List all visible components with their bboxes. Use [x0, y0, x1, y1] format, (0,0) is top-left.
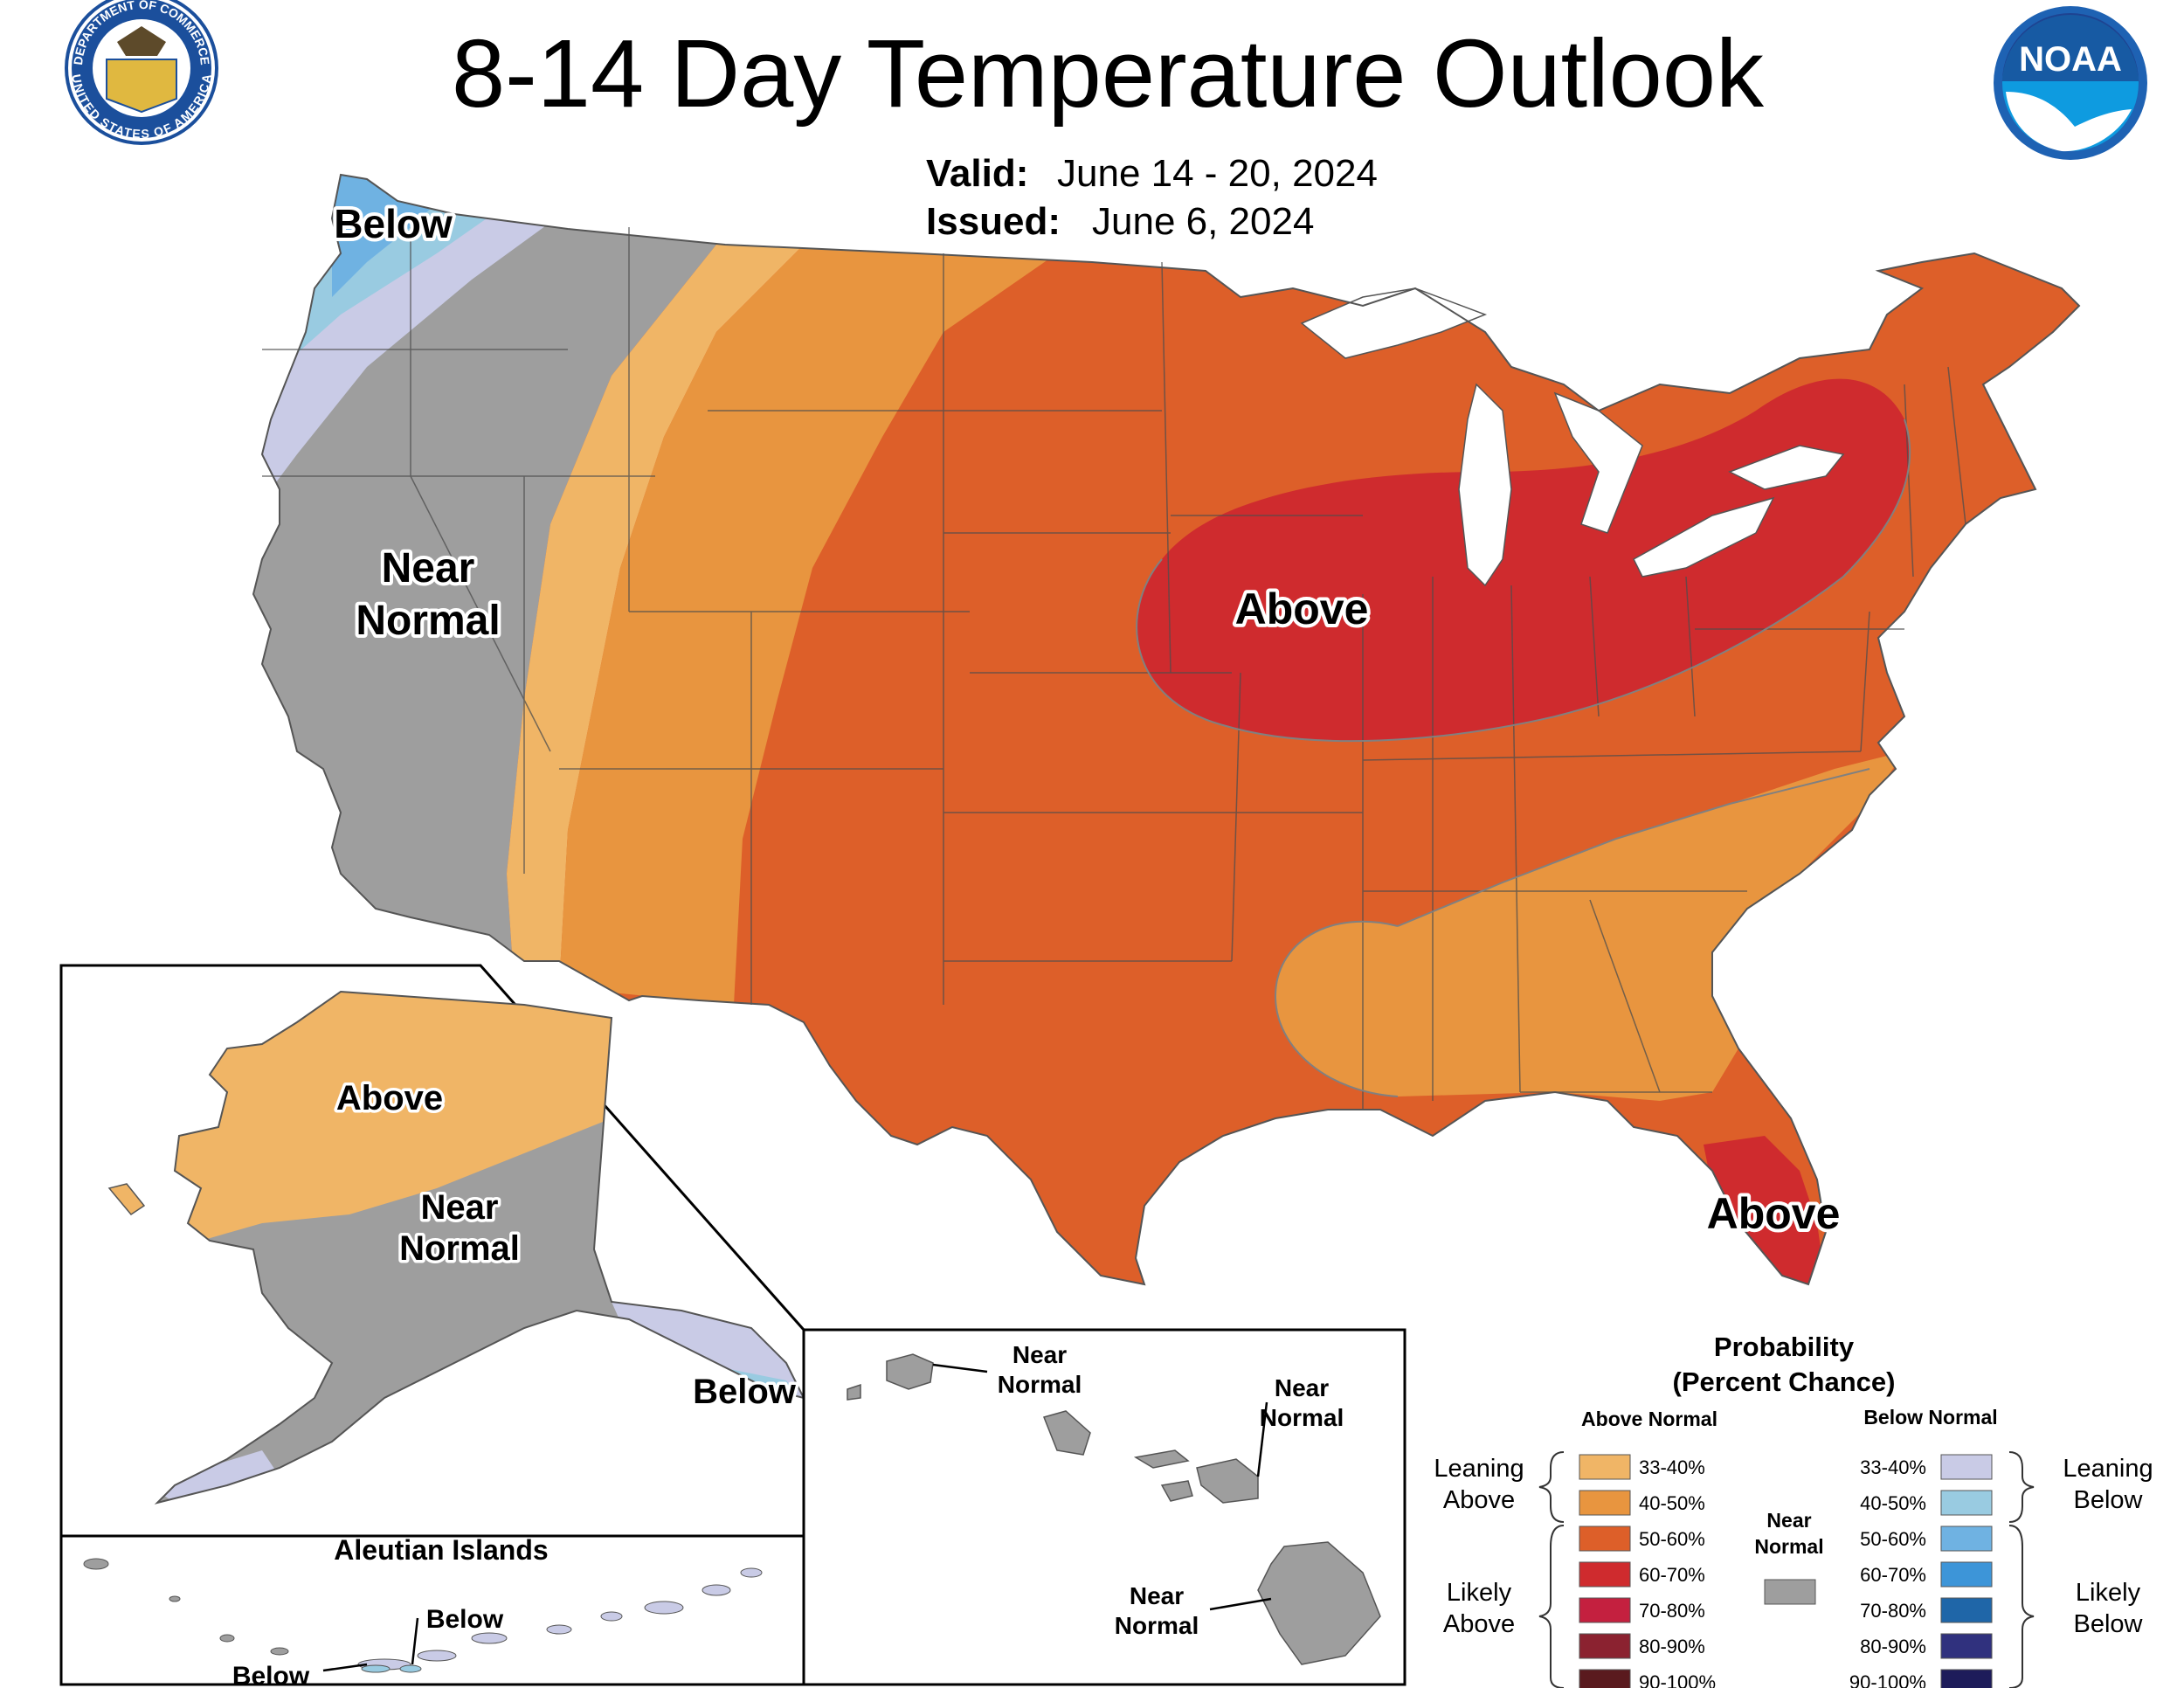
legend-above-swatch-5	[1579, 1633, 1631, 1659]
legend-above-swatch-0	[1579, 1454, 1631, 1480]
legend-above-label-1: 40-50%	[1639, 1492, 1705, 1514]
oahu-island	[1042, 1410, 1091, 1456]
label-alaska-near-line2: Normal	[399, 1229, 520, 1268]
label-conus-near-normal-line2: Normal	[356, 598, 500, 644]
label-alaska-near-line1: Near	[421, 1188, 499, 1227]
hawaii-inset: Near Normal Near Normal Near Normal	[802, 1328, 1406, 1686]
legend-below-swatch-0	[1940, 1454, 1993, 1480]
molokai-island	[1133, 1449, 1190, 1469]
legend-likely-above-line1: Likely	[1447, 1579, 1512, 1607]
legend-below-swatches: 33-40% 40-50% 50-60% 60-70% 70-80% 80-90% 90-1…	[1849, 1454, 1993, 1688]
great-lakes	[1300, 287, 1845, 587]
legend-below-swatch-3	[1940, 1561, 1993, 1588]
kauai-island	[886, 1353, 934, 1390]
legend-below-swatch-4	[1940, 1597, 1993, 1623]
lanai-island	[1160, 1480, 1193, 1502]
legend-below-swatch-1	[1940, 1490, 1993, 1516]
legend-title-line1: Probability	[1714, 1332, 1855, 1362]
legend: Probability (Percent Chance) Above Norma…	[1434, 1332, 2153, 1688]
legend-above-label-5: 80-90%	[1639, 1636, 1705, 1657]
valid-label: Valid:	[926, 152, 1028, 195]
valid-value: June 14 - 20, 2024	[1057, 152, 1378, 195]
legend-above-swatch-6	[1579, 1669, 1631, 1688]
legend-above-swatch-1	[1579, 1490, 1631, 1516]
alaska-inset: Above Near Normal Below	[59, 964, 805, 1538]
legend-below-label-4: 70-80%	[1860, 1600, 1926, 1622]
big-island	[1257, 1541, 1381, 1665]
issued-value: June 6, 2024	[1092, 200, 1314, 243]
above-40-50-west-region	[559, 175, 1223, 1005]
legend-above-swatch-4	[1579, 1597, 1631, 1623]
noaa-logo: NOAA	[1994, 6, 2147, 160]
legend-leaning-above-line2: Above	[1443, 1486, 1515, 1514]
legend-likely-below-line2: Below	[2074, 1610, 2144, 1638]
legend-near-swatch	[1764, 1579, 1816, 1605]
legend-above-label-4: 70-80%	[1639, 1600, 1705, 1622]
hawaii-kauai-label-line1: Near	[1013, 1341, 1067, 1368]
legend-above-swatch-2	[1579, 1525, 1631, 1552]
aleutian-inset: Aleutian Islands Below Below	[59, 1534, 805, 1688]
issued-label: Issued:	[926, 200, 1061, 243]
legend-above-label-2: 50-60%	[1639, 1528, 1705, 1550]
legend-braces	[1538, 1451, 2035, 1688]
legend-below-label-5: 80-90%	[1860, 1636, 1926, 1657]
commerce-seal-logo: DEPARTMENT OF COMMERCE UNITED STATES OF …	[65, 0, 218, 145]
above-60-70-florida-region	[1704, 1136, 1826, 1284]
legend-below-label-0: 33-40%	[1860, 1456, 1926, 1478]
legend-above-label-3: 60-70%	[1639, 1564, 1705, 1586]
label-conus-near-normal-line1: Near	[382, 545, 475, 591]
hawaii-kauai-label-line2: Normal	[998, 1371, 1082, 1398]
label-conus-below: Below	[334, 201, 453, 246]
legend-title-line2: (Percent Chance)	[1673, 1366, 1896, 1397]
legend-near-line1: Near	[1766, 1509, 1811, 1532]
noaa-logo-text: NOAA	[2019, 40, 2122, 79]
legend-leaning-below-line1: Leaning	[2063, 1455, 2153, 1483]
legend-below-header: Below Normal	[1863, 1406, 1997, 1429]
aleutian-title: Aleutian Islands	[334, 1534, 548, 1566]
aleutian-label-below-east: Below	[426, 1605, 504, 1634]
maui-island	[1196, 1458, 1259, 1504]
legend-below-swatch-6	[1940, 1669, 1993, 1688]
legend-leaning-below-line2: Below	[2074, 1486, 2144, 1514]
label-conus-above-florida: Above	[1707, 1189, 1841, 1238]
legend-above-header: Above Normal	[1581, 1408, 1717, 1430]
legend-above-swatch-3	[1579, 1561, 1631, 1588]
page-title: 8-14 Day Temperature Outlook	[452, 20, 1765, 128]
label-alaska-above: Above	[336, 1079, 443, 1117]
legend-below-swatch-5	[1940, 1633, 1993, 1659]
state-boundaries	[262, 227, 1966, 1110]
legend-near-line2: Normal	[1754, 1535, 1823, 1558]
legend-below-swatch-2	[1940, 1525, 1993, 1552]
hawaii-big-island-label-line1: Near	[1130, 1582, 1184, 1609]
hawaii-big-island-label-line2: Normal	[1115, 1612, 1199, 1639]
above-33-40-west-region	[507, 175, 882, 1005]
label-alaska-below: Below	[693, 1373, 797, 1411]
legend-above-label-6: 90-100%	[1639, 1671, 1716, 1688]
legend-below-label-6: 90-100%	[1849, 1671, 1926, 1688]
aleutian-label-below-west: Below	[232, 1662, 310, 1688]
legend-above-label-0: 33-40%	[1639, 1456, 1705, 1478]
label-conus-above-midwest: Above	[1235, 585, 1369, 633]
legend-leaning-above-line1: Leaning	[1434, 1455, 1524, 1483]
legend-likely-below-line1: Likely	[2076, 1579, 2141, 1607]
legend-below-label-2: 50-60%	[1860, 1528, 1926, 1550]
above-60-70-midwest-region	[1137, 378, 1911, 742]
legend-likely-above-line2: Above	[1443, 1610, 1515, 1638]
legend-below-label-1: 40-50%	[1860, 1492, 1926, 1514]
legend-below-label-3: 60-70%	[1860, 1564, 1926, 1586]
legend-above-swatches: 33-40% 40-50% 50-60% 60-70% 70-80% 80-90% 90-1…	[1579, 1454, 1716, 1688]
hawaii-maui-label-line2: Normal	[1260, 1404, 1344, 1431]
probability-contours	[1136, 419, 1911, 1097]
hawaii-maui-label-line1: Near	[1275, 1374, 1329, 1401]
header: 8-14 Day Temperature Outlook Valid: June…	[452, 20, 1765, 243]
